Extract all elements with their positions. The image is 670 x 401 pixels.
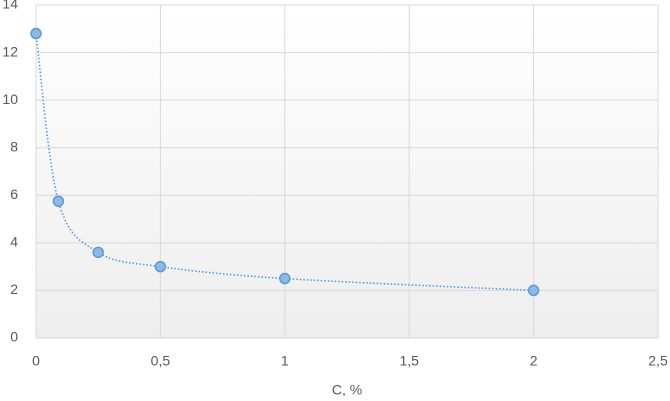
data-point xyxy=(527,284,540,297)
y-tick-label: 10 xyxy=(2,91,18,107)
x-tick-label: 2 xyxy=(530,353,538,369)
x-axis-label: C, % xyxy=(332,382,362,398)
y-tick-label: 4 xyxy=(10,234,18,250)
y-tick-label: 14 xyxy=(2,0,18,12)
y-tick-label: 8 xyxy=(10,138,18,154)
x-tick-label: 2,5 xyxy=(648,353,668,369)
x-tick-label: 1,5 xyxy=(399,353,419,369)
data-point xyxy=(279,272,291,285)
data-point xyxy=(92,246,104,259)
data-point xyxy=(154,260,167,273)
x-tick-label: 0 xyxy=(32,353,40,369)
y-tick-label: 2 xyxy=(10,281,18,297)
x-tick-label: 1 xyxy=(281,353,289,369)
data-point xyxy=(52,195,65,207)
plot-area xyxy=(36,5,658,338)
y-tick-label: 0 xyxy=(10,329,18,345)
x-tick-label: 0,5 xyxy=(151,353,171,369)
y-tick-label: 12 xyxy=(2,43,18,59)
data-point xyxy=(30,27,42,40)
y-tick-label: 6 xyxy=(10,186,18,202)
